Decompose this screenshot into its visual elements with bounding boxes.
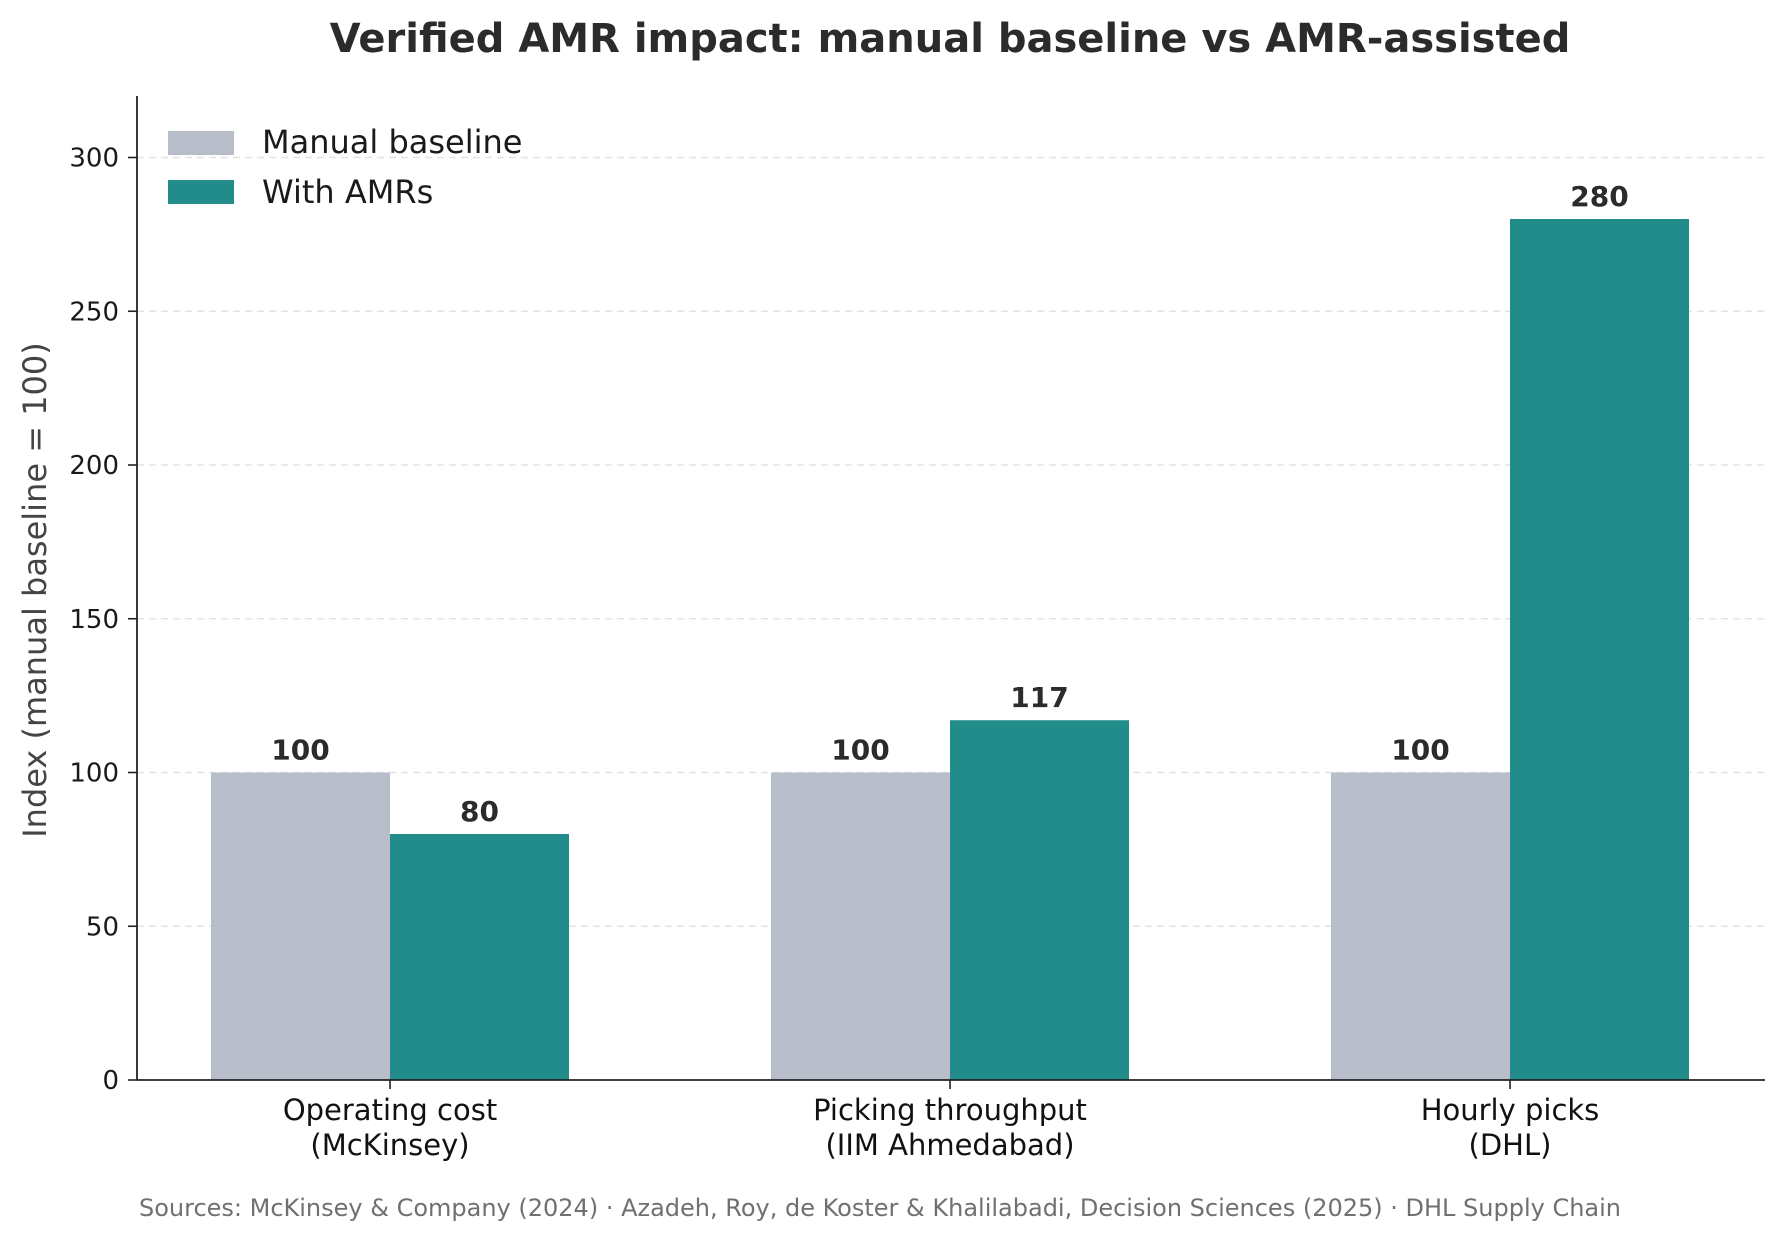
x-tick-label-3: Hourly picks (DHL)	[1421, 1093, 1600, 1162]
y-tick-label-0: 0	[102, 1066, 119, 1096]
axes	[128, 96, 1765, 1089]
data-label-with-amrs-3: 280	[1570, 180, 1628, 213]
x-tick-labels: Operating cost (McKinsey) Picking throughp…	[283, 1093, 1599, 1162]
bar-manual-baseline-1	[211, 772, 390, 1080]
y-tick-label-250: 250	[69, 297, 119, 327]
y-tick-label-50: 50	[86, 912, 119, 942]
data-label-manual-baseline-2: 100	[831, 734, 889, 767]
x-tick-label-1: Operating cost (McKinsey)	[283, 1093, 497, 1162]
y-tick-label-200: 200	[69, 451, 119, 481]
data-label-manual-baseline-3: 100	[1391, 734, 1449, 767]
legend-label-manual-baseline: Manual baseline	[262, 123, 522, 161]
y-tick-label-100: 100	[69, 759, 119, 789]
bar-manual-baseline-3	[1331, 772, 1510, 1080]
chart-title: Verified AMR impact: manual baseline vs …	[330, 16, 1571, 62]
legend-swatch-manual-baseline	[168, 131, 234, 155]
bar-with-amrs-3	[1510, 219, 1689, 1080]
legend-label-with-amrs: With AMRs	[262, 173, 433, 211]
x-tick-label-2: Picking throughput (IIM Ahmedabad)	[813, 1093, 1087, 1162]
y-tick-label-300: 300	[69, 144, 119, 174]
bar-with-amrs-2	[950, 720, 1129, 1080]
data-label-with-amrs-1: 80	[460, 795, 499, 828]
y-tick-label-150: 150	[69, 605, 119, 635]
data-label-with-amrs-2: 117	[1010, 681, 1068, 714]
source-note: Sources: McKinsey & Company (2024) · Aza…	[139, 1194, 1621, 1222]
legend: Manual baseline With AMRs	[168, 123, 522, 211]
bar-manual-baseline-2	[771, 772, 950, 1080]
bars	[211, 219, 1689, 1080]
data-label-manual-baseline-1: 100	[271, 734, 329, 767]
data-labels: 100 80 100 117 100 280	[271, 180, 1628, 828]
bar-with-amrs-1	[390, 834, 569, 1080]
legend-swatch-with-amrs	[168, 180, 234, 204]
y-tick-labels: 0 50 100 150 200 250 300	[69, 144, 119, 1097]
y-axis-label: Index (manual baseline = 100)	[16, 342, 54, 838]
